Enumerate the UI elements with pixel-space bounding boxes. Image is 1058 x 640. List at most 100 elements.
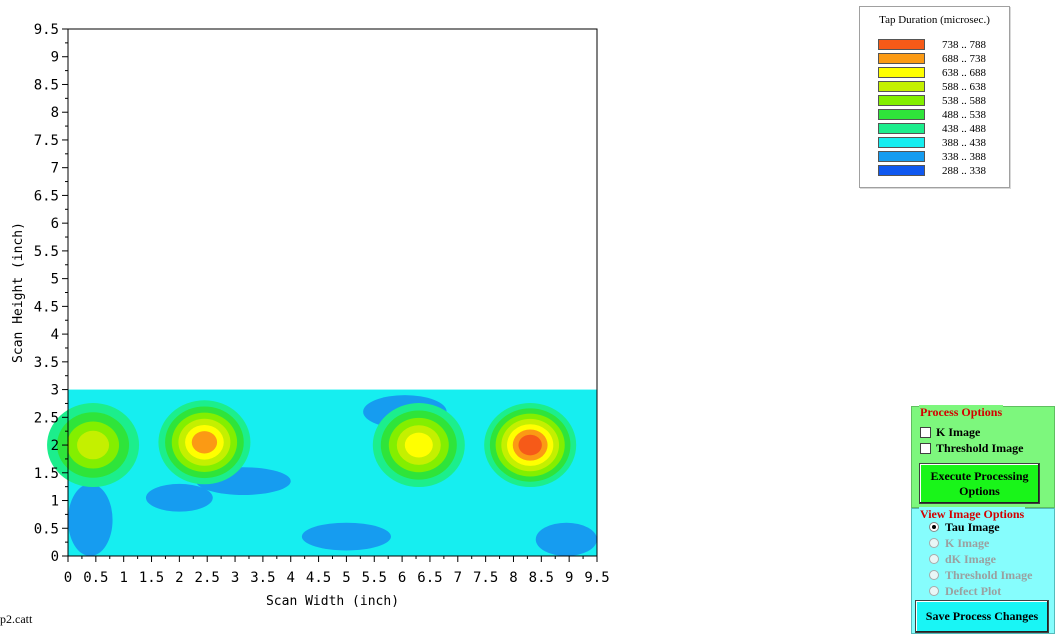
legend-label: 588 .. 638 [942,81,986,93]
x-axis-title: Scan Width (inch) [266,594,399,609]
radio-label: dK Image [945,552,996,566]
legend-swatch [878,151,925,162]
legend-label: 338 .. 388 [942,151,986,163]
y-tick-label: 4 [51,327,59,343]
y-tick-label: 8 [51,105,59,121]
view-option-defect-plot[interactable]: Defect Plot [929,584,1001,598]
legend-label: 638 .. 688 [942,67,986,79]
legend-label: 438 .. 488 [942,123,986,135]
radio-label: Defect Plot [945,584,1002,598]
x-tick-label: 3.5 [250,570,275,586]
color-legend: Tap Duration (microsec.) 738 .. 788 688 .… [859,6,1010,188]
legend-swatch [878,53,925,64]
hotspot-contour [77,430,110,460]
low-level-patch [145,483,213,512]
radio-button[interactable] [929,570,939,580]
view-option-threshold-image[interactable]: Threshold Image [929,568,1032,582]
x-tick-label: 5.5 [362,570,387,586]
radio-label: Tau Image [945,520,1000,534]
hotspot-contour [191,431,218,454]
checkbox-box[interactable] [920,443,931,454]
y-tick-label: 4.5 [34,299,59,315]
save-process-changes-button[interactable]: Save Process Changes [915,600,1049,633]
legend-label: 488 .. 538 [942,109,986,121]
legend-label: 538 .. 588 [942,95,986,107]
view-option-dk-image[interactable]: dK Image [929,552,996,566]
y-tick-label: 3 [51,383,59,399]
view-image-options-title: View Image Options [919,507,1026,521]
y-tick-label: 7.5 [34,133,59,149]
low-level-patch [68,483,113,556]
process-options-title: Process Options [919,405,1004,419]
radio-button[interactable] [929,554,939,564]
y-axis-title: Scan Height (inch) [11,222,26,363]
x-tick-label: 7.5 [473,570,498,586]
legend-swatch [878,123,925,134]
x-tick-label: 5 [342,570,350,586]
hotspot-contour [518,434,542,456]
x-tick-label: 1 [119,570,127,586]
x-tick-label: 0.5 [83,570,108,586]
view-image-options-panel: View Image Options Tau Image K Image dK Im… [911,507,1055,634]
legend-label: 388 .. 438 [942,137,986,149]
execute-processing-button[interactable]: Execute Processing Options [919,463,1040,504]
threshold-image-checkbox[interactable]: Threshold Image [920,441,1023,455]
legend-swatch [878,81,925,92]
legend-swatch [878,165,925,176]
y-tick-label: 0.5 [34,521,59,537]
hotspot-contour [404,432,433,458]
legend-swatch [878,137,925,148]
legend-label: 288 .. 338 [942,165,986,177]
y-tick-label: 9.5 [34,22,59,38]
y-tick-label: 3.5 [34,355,59,371]
y-tick-label: 6 [51,216,59,232]
y-tick-label: 2.5 [34,410,59,426]
view-option-k-image[interactable]: K Image [929,536,989,550]
view-option-tau-image[interactable]: Tau Image [929,520,1000,534]
radio-button[interactable] [929,538,939,548]
threshold-image-label: Threshold Image [936,441,1024,455]
x-tick-label: 3 [231,570,239,586]
radio-label: Threshold Image [945,568,1033,582]
legend-swatch [878,67,925,78]
radio-button[interactable] [929,586,939,596]
y-tick-label: 2 [51,438,59,454]
legend-label: 738 .. 788 [942,39,986,51]
x-tick-label: 7 [454,570,462,586]
k-image-checkbox[interactable]: K Image [920,425,980,439]
y-tick-label: 6.5 [34,188,59,204]
tap-duration-chart: 0 0.5 1 1.5 2 2.5 3 3.5 4 4.5 5 5.5 6 6.5 7 7.5 8 8.5 9 9.5… [11,22,610,609]
x-tick-label: 8.5 [529,570,554,586]
legend-swatch [878,95,925,106]
x-tick-label: 4.5 [306,570,331,586]
y-tick-label: 5 [51,272,59,288]
x-tick-label: 9 [565,570,573,586]
process-options-panel: Process Options K Image Threshold Image … [911,405,1055,508]
x-tick-label: 2.5 [195,570,220,586]
legend-swatch [878,39,925,50]
y-tick-label: 9 [51,50,59,66]
y-tick-label: 8.5 [34,77,59,93]
file-name: p2.catt [0,612,33,626]
checkbox-box[interactable] [920,427,931,438]
y-tick-label: 5.5 [34,244,59,260]
legend-swatch [878,109,925,120]
y-tick-label: 1 [51,494,59,510]
x-tick-label: 4 [287,570,295,586]
low-level-patch [301,522,391,551]
x-tick-label: 8 [509,570,517,586]
x-tick-label: 2 [175,570,183,586]
radio-button[interactable] [929,522,939,532]
k-image-label: K Image [936,425,981,439]
legend-title: Tap Duration (microsec.) [879,14,990,26]
x-tick-label: 0 [64,570,72,586]
legend-label: 688 .. 738 [942,53,986,65]
x-tick-label: 9.5 [584,570,609,586]
low-level-patch [535,522,597,556]
y-tick-label: 1.5 [34,466,59,482]
y-tick-label: 7 [51,161,59,177]
x-tick-label: 6 [398,570,406,586]
x-tick-label: 6.5 [417,570,442,586]
x-tick-label: 1.5 [139,570,164,586]
radio-label: K Image [945,536,990,550]
